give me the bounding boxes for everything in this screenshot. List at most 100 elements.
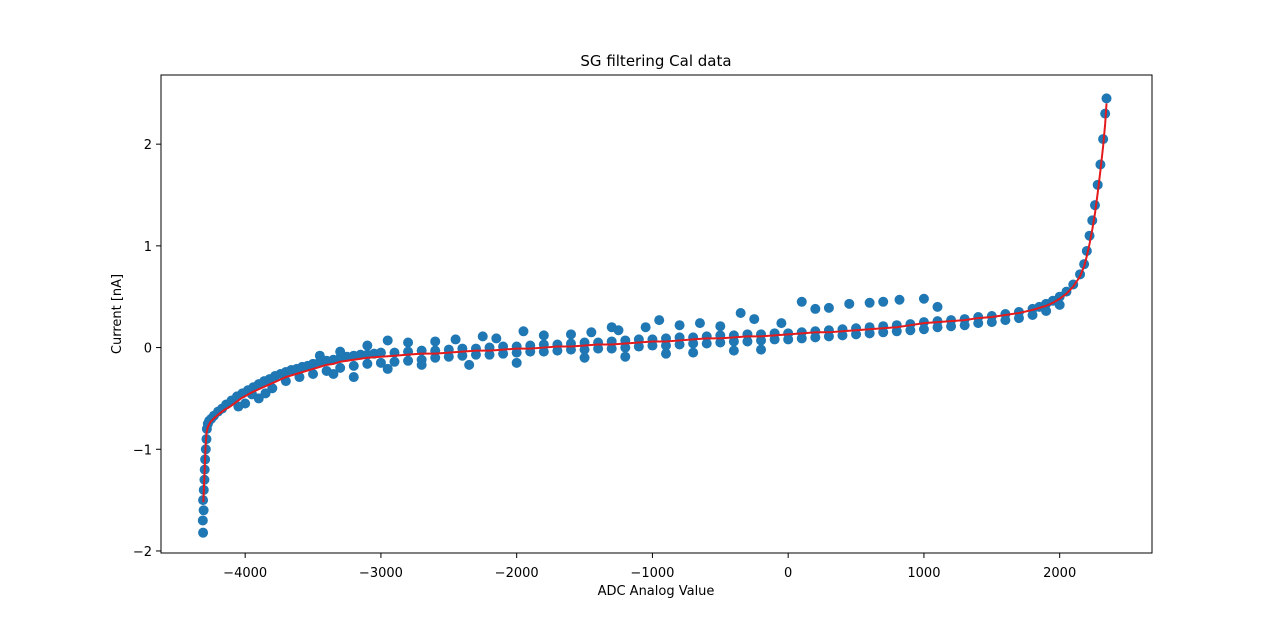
scatter-point — [491, 333, 502, 344]
scatter-point — [837, 330, 848, 341]
scatter-point — [864, 297, 875, 308]
scatter-point — [654, 315, 665, 326]
scatter-point — [946, 321, 957, 332]
y-tick-label: −1 — [133, 443, 152, 458]
scatter-point — [430, 352, 441, 363]
x-tick-label: 2000 — [1043, 566, 1076, 581]
scatter-point — [348, 372, 359, 383]
scatter-point — [477, 331, 488, 342]
scatter-point — [1054, 299, 1065, 310]
scatter-point — [810, 303, 821, 314]
scatter-point — [844, 298, 855, 309]
filtered-line — [202, 103, 1108, 503]
scatter-point — [1061, 286, 1072, 297]
scatter-point — [918, 293, 929, 304]
scatter-point — [1027, 310, 1038, 321]
x-tick-label: −2000 — [495, 566, 539, 581]
y-tick-label: 2 — [144, 138, 152, 153]
scatter-point — [973, 318, 984, 329]
scatter-point — [918, 317, 929, 328]
scatter-point — [796, 333, 807, 344]
scatter-point — [701, 338, 712, 349]
scatter-point — [796, 296, 807, 307]
scatter-point — [894, 294, 905, 305]
scatter-point — [565, 329, 576, 340]
scatter-point — [878, 327, 889, 338]
scatter-point — [197, 515, 208, 526]
scatter-point — [1041, 305, 1052, 316]
scatter-point — [382, 363, 393, 374]
scatter-point — [715, 321, 726, 332]
scatter-point — [538, 330, 549, 341]
scatter-point — [416, 359, 427, 370]
scatter-point — [728, 336, 739, 347]
scatter-point — [579, 344, 590, 355]
scatter-point — [742, 336, 753, 347]
scatter-point — [498, 348, 509, 359]
scatter-point — [443, 351, 454, 362]
scatter-point — [260, 388, 271, 399]
scatter-point — [538, 346, 549, 357]
scatter-point — [864, 328, 875, 339]
scatter-point — [688, 338, 699, 349]
scatter-point — [1101, 93, 1112, 104]
scatter-point — [783, 334, 794, 345]
scatter-point — [647, 340, 658, 351]
scatter-point — [335, 346, 346, 357]
scatter-point — [661, 348, 671, 359]
scatter-point — [769, 334, 780, 345]
scatter-point — [362, 340, 373, 351]
scatter-point — [606, 343, 617, 354]
scatter-point — [986, 317, 997, 328]
scatter-point — [640, 322, 651, 333]
scatter-point — [735, 307, 746, 318]
scatter-point — [511, 357, 522, 368]
scatter-point — [348, 360, 359, 371]
scatter-point — [932, 322, 943, 333]
x-tick-label: −3000 — [359, 566, 403, 581]
scatter-point — [430, 336, 441, 347]
scatter-point — [674, 320, 685, 331]
scatter-point — [586, 327, 597, 338]
scatter-point — [233, 401, 244, 412]
scatter-point — [1013, 313, 1024, 324]
scatter-point — [918, 324, 929, 335]
scatter-point — [932, 301, 943, 312]
scatter-point — [661, 340, 671, 351]
scatter-point — [518, 326, 529, 337]
x-tick-label: 1000 — [907, 566, 940, 581]
chart-title: SG filtering Cal data — [580, 52, 731, 70]
scatter-point — [851, 329, 862, 340]
scatter-point — [715, 337, 726, 348]
scatter-point — [375, 347, 386, 358]
scatter-point — [403, 337, 414, 348]
scatter-point — [620, 351, 631, 362]
scatter-point — [198, 505, 209, 516]
scatter-point — [823, 302, 834, 313]
scatter-point — [484, 349, 495, 360]
scatter-point — [382, 335, 393, 346]
scatter-point — [579, 352, 590, 363]
scatter-point — [552, 345, 563, 356]
scatter-point — [633, 341, 644, 352]
scatter-point — [878, 296, 889, 307]
y-tick-label: 1 — [144, 240, 152, 255]
scatter-point — [756, 335, 767, 346]
scatter-point — [593, 343, 604, 354]
scatter-point — [308, 369, 319, 379]
scatter-point — [694, 318, 705, 329]
scatter-point — [314, 350, 325, 361]
x-axis-label: ADC Analog Value — [598, 584, 715, 599]
scatter-point — [389, 356, 400, 367]
scatter-point — [728, 345, 739, 356]
y-tick-label: 0 — [144, 342, 152, 357]
scatter-point — [674, 339, 685, 350]
scatter-point — [335, 362, 346, 373]
plot-area — [197, 93, 1112, 538]
scatter-point — [823, 331, 834, 342]
x-axis: −4000 −3000 −2000 −1000 0 1000 2000 — [223, 553, 1076, 581]
scatter-point — [511, 347, 522, 358]
scatter-point — [613, 325, 624, 336]
scatter-point — [891, 326, 902, 337]
